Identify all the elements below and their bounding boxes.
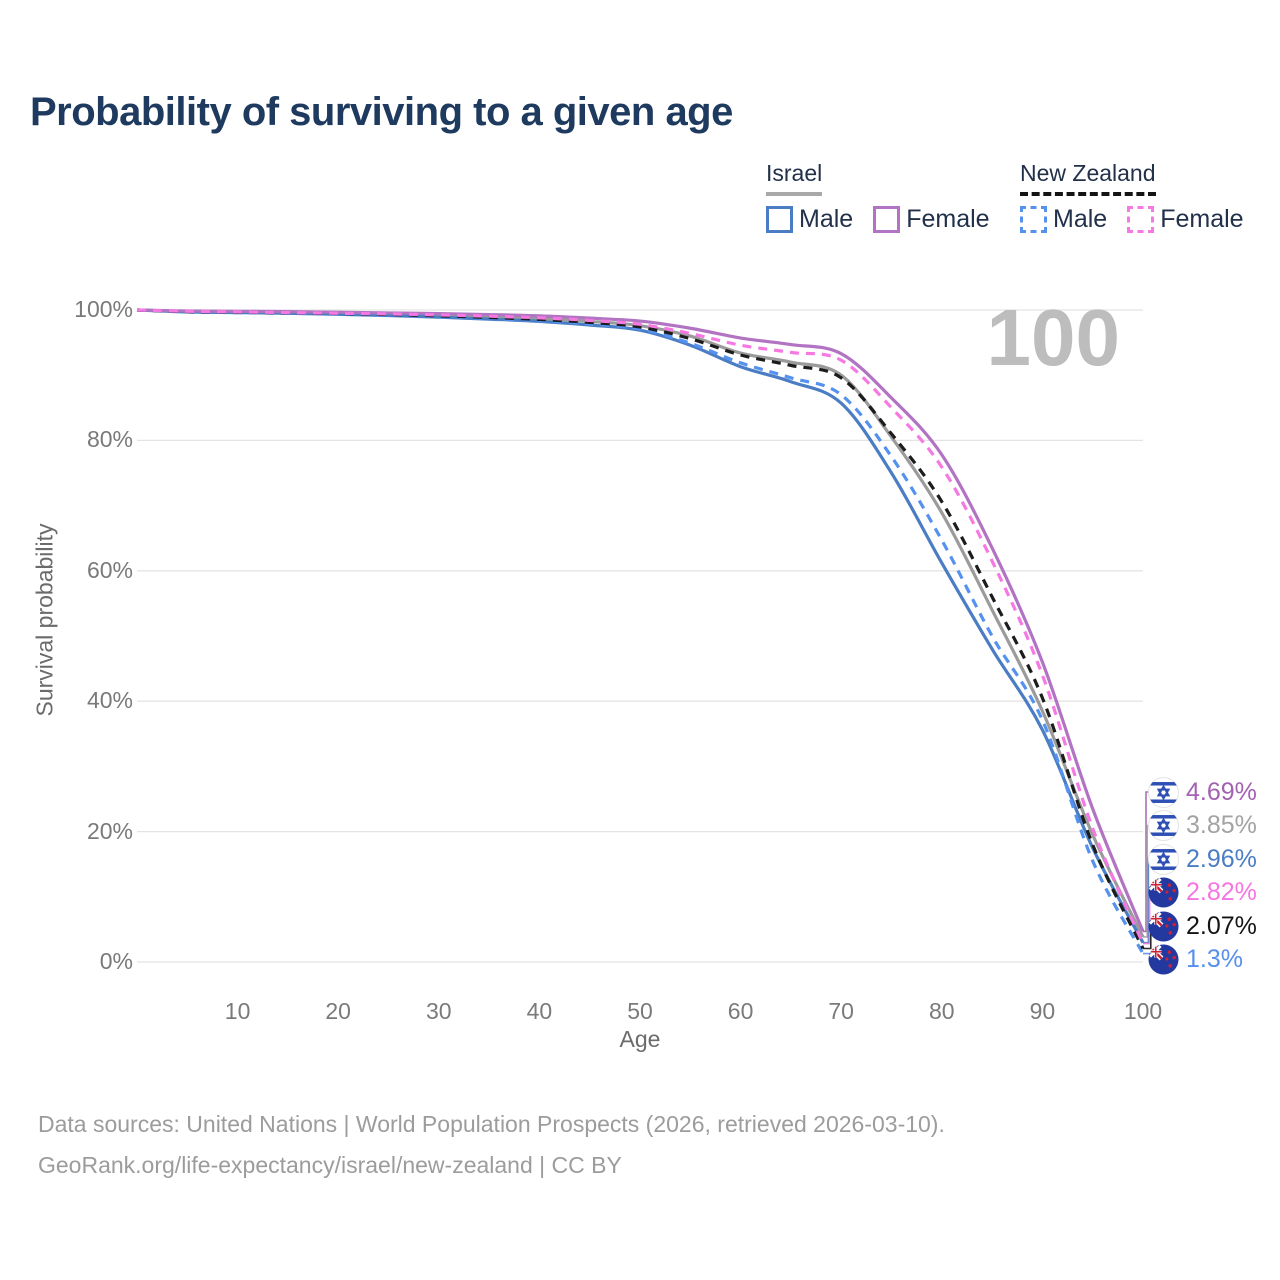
- end-label-israel-female: 4.69%: [1148, 776, 1257, 808]
- chart-title: Probability of surviving to a given age: [30, 90, 733, 134]
- x-tick-label: 20: [325, 998, 351, 1024]
- current-age-watermark: 100: [986, 293, 1120, 382]
- legend-header-israel: Israel: [766, 160, 823, 196]
- new-zealand-flag-icon: [1148, 910, 1179, 942]
- end-label-new-zealand-total: 2.07%: [1148, 910, 1257, 942]
- legend-label: Female: [906, 205, 990, 233]
- legend-label: Male: [799, 205, 854, 233]
- x-tick-label: 40: [526, 998, 553, 1024]
- y-tick-label: 0%: [99, 948, 133, 974]
- legend-group-new-zealand: New Zealand Male Female: [1020, 160, 1244, 234]
- y-axis-title: Survival probability: [31, 523, 58, 717]
- israel-flag-icon: [1148, 776, 1179, 808]
- series-line-new-zealand-female: [136, 308, 1145, 945]
- new-zealand-flag-icon: [1148, 944, 1179, 975]
- x-tick-label: 80: [929, 998, 955, 1024]
- y-tick-label: 60%: [86, 556, 133, 583]
- legend-header-new-zealand: New Zealand: [1020, 160, 1156, 196]
- series-line-israel-total: [136, 308, 1145, 938]
- series-line-israel-female: [136, 308, 1145, 933]
- y-tick-label: 40%: [86, 687, 133, 714]
- x-tick-label: 60: [727, 998, 754, 1024]
- end-label-value: 2.96%: [1186, 844, 1257, 873]
- israel-flag-icon: [1148, 810, 1179, 841]
- end-label-israel-total: 3.85%: [1148, 810, 1257, 842]
- x-tick-label: 50: [627, 998, 653, 1024]
- y-tick-label: 80%: [86, 426, 133, 453]
- israel-flag-icon: [1148, 843, 1179, 875]
- x-tick-label: 90: [1029, 998, 1056, 1024]
- end-label-new-zealand-male: 1.3%: [1148, 944, 1243, 976]
- end-label-value: 4.69%: [1186, 777, 1257, 806]
- nz-female-swatch-icon: [1127, 206, 1155, 233]
- legend-item-israel-female[interactable]: Female: [873, 205, 990, 234]
- footer-data-sources: Data sources: United Nations | World Pop…: [38, 1111, 945, 1137]
- end-label-value: 2.07%: [1186, 911, 1257, 940]
- x-tick-label: 30: [426, 998, 452, 1024]
- series-line-new-zealand-total: [136, 308, 1145, 950]
- end-label-new-zealand-female: 2.82%: [1148, 877, 1257, 909]
- footer: Data sources: United Nations | World Pop…: [38, 1104, 945, 1186]
- x-tick-label: 70: [828, 998, 854, 1024]
- y-tick-label: 100%: [74, 296, 133, 322]
- legend-label: Female: [1160, 205, 1244, 233]
- legend-item-nz-male[interactable]: Male: [1020, 205, 1107, 234]
- end-label-value: 2.82%: [1186, 878, 1257, 906]
- end-label-value: 1.3%: [1186, 945, 1243, 973]
- israel-female-swatch-icon: [873, 206, 901, 233]
- series-line-israel-male: [136, 308, 1145, 944]
- legend-group-israel: Israel Male Female: [766, 160, 990, 234]
- end-label-value: 3.85%: [1186, 811, 1257, 839]
- x-tick-label: 100: [1123, 998, 1163, 1024]
- end-label-israel-male: 2.96%: [1148, 843, 1257, 875]
- y-tick-label: 20%: [86, 817, 133, 844]
- legend-label: Male: [1053, 205, 1108, 233]
- x-axis-title: Age: [619, 1026, 661, 1052]
- x-tick-label: 10: [224, 998, 251, 1024]
- footer-attribution: GeoRank.org/life-expectancy/israel/new-z…: [38, 1152, 622, 1178]
- nz-male-swatch-icon: [1020, 206, 1047, 233]
- series-line-new-zealand-male: [136, 308, 1145, 955]
- legend-item-nz-female[interactable]: Female: [1127, 205, 1244, 234]
- new-zealand-flag-icon: [1148, 877, 1179, 908]
- legend-item-israel-male[interactable]: Male: [766, 205, 853, 234]
- israel-male-swatch-icon: [766, 206, 793, 233]
